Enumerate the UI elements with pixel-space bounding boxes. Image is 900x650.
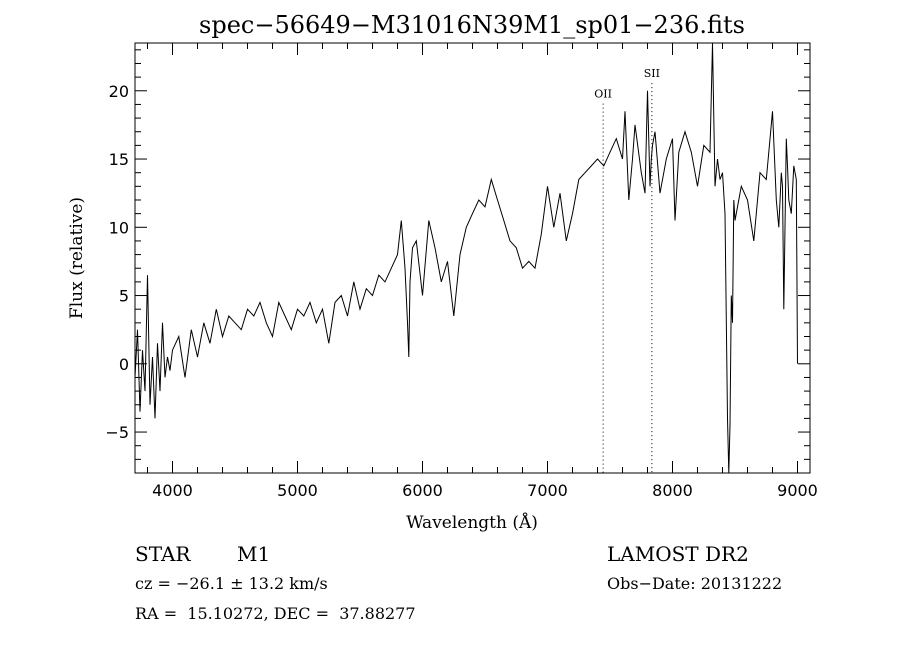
x-tick-label: 6000 [402, 481, 443, 500]
redshift-info: cz = −26.1 ± 13.2 km/s [135, 574, 328, 593]
plot-frame [134, 42, 811, 474]
x-tick-label: 7000 [527, 481, 568, 500]
spectrum-line [134, 42, 798, 474]
y-tick-label: −5 [105, 423, 129, 442]
x-axis-label: Wavelength (Å) [406, 512, 538, 533]
coordinates: RA = 15.10272, DEC = 37.88277 [135, 604, 416, 623]
y-tick-label: 5 [119, 287, 129, 306]
y-tick-label: 15 [109, 150, 129, 169]
x-tick-labels: 4000 5000 6000 7000 8000 9000 [152, 481, 818, 500]
emission-line-label: OII [594, 88, 612, 101]
y-tick-labels: −5 0 5 10 15 20 [105, 82, 129, 442]
x-tick-label: 4000 [152, 481, 193, 500]
y-tick-label: 10 [109, 218, 129, 237]
x-tick-label: 9000 [777, 481, 818, 500]
x-tick-label: 5000 [277, 481, 318, 500]
chart-title: spec−56649−M31016N39M1_sp01−236.fits [199, 11, 745, 39]
axis-ticks [135, 43, 810, 473]
y-tick-label: 20 [109, 82, 129, 101]
x-tick-label: 8000 [652, 481, 693, 500]
observation-date: Obs−Date: 20131222 [607, 574, 782, 593]
emission-line-label: SII [644, 67, 660, 80]
object-class: STAR [135, 542, 191, 566]
survey-name: LAMOST DR2 [607, 542, 749, 566]
y-tick-label: 0 [119, 355, 129, 374]
emission-line-markers: OII SII [594, 67, 660, 473]
y-axis-label: Flux (relative) [67, 197, 87, 319]
object-subclass: M1 [237, 542, 270, 566]
